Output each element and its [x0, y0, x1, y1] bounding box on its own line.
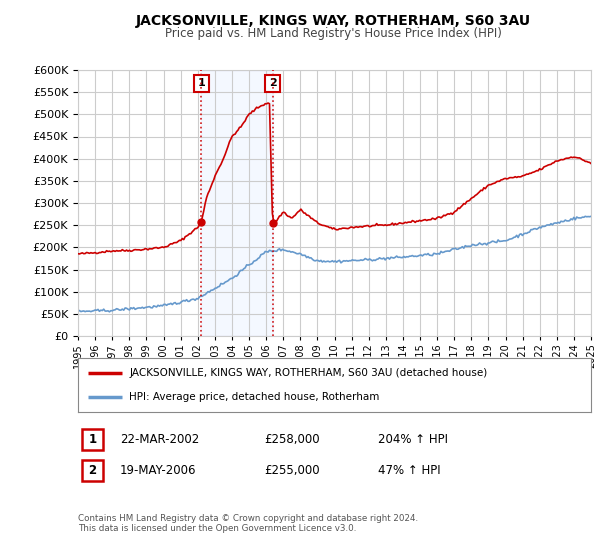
Text: JACKSONVILLE, KINGS WAY, ROTHERHAM, S60 3AU (detached house): JACKSONVILLE, KINGS WAY, ROTHERHAM, S60 …: [130, 368, 488, 378]
Text: £255,000: £255,000: [264, 464, 320, 477]
Text: HPI: Average price, detached house, Rotherham: HPI: Average price, detached house, Roth…: [130, 392, 380, 402]
FancyBboxPatch shape: [82, 460, 103, 481]
Text: 2: 2: [269, 78, 277, 88]
Text: 19-MAY-2006: 19-MAY-2006: [120, 464, 197, 477]
Text: 47% ↑ HPI: 47% ↑ HPI: [378, 464, 440, 477]
Text: 22-MAR-2002: 22-MAR-2002: [120, 433, 199, 446]
Bar: [202, 70, 272, 336]
FancyBboxPatch shape: [82, 429, 103, 450]
Text: 1: 1: [197, 78, 205, 88]
Text: 1: 1: [88, 433, 97, 446]
Text: Contains HM Land Registry data © Crown copyright and database right 2024.
This d: Contains HM Land Registry data © Crown c…: [78, 514, 418, 533]
Text: 204% ↑ HPI: 204% ↑ HPI: [378, 433, 448, 446]
Text: Price paid vs. HM Land Registry's House Price Index (HPI): Price paid vs. HM Land Registry's House …: [164, 27, 502, 40]
Text: JACKSONVILLE, KINGS WAY, ROTHERHAM, S60 3AU: JACKSONVILLE, KINGS WAY, ROTHERHAM, S60 …: [136, 14, 530, 28]
Text: £258,000: £258,000: [264, 433, 320, 446]
Text: 2: 2: [88, 464, 97, 477]
